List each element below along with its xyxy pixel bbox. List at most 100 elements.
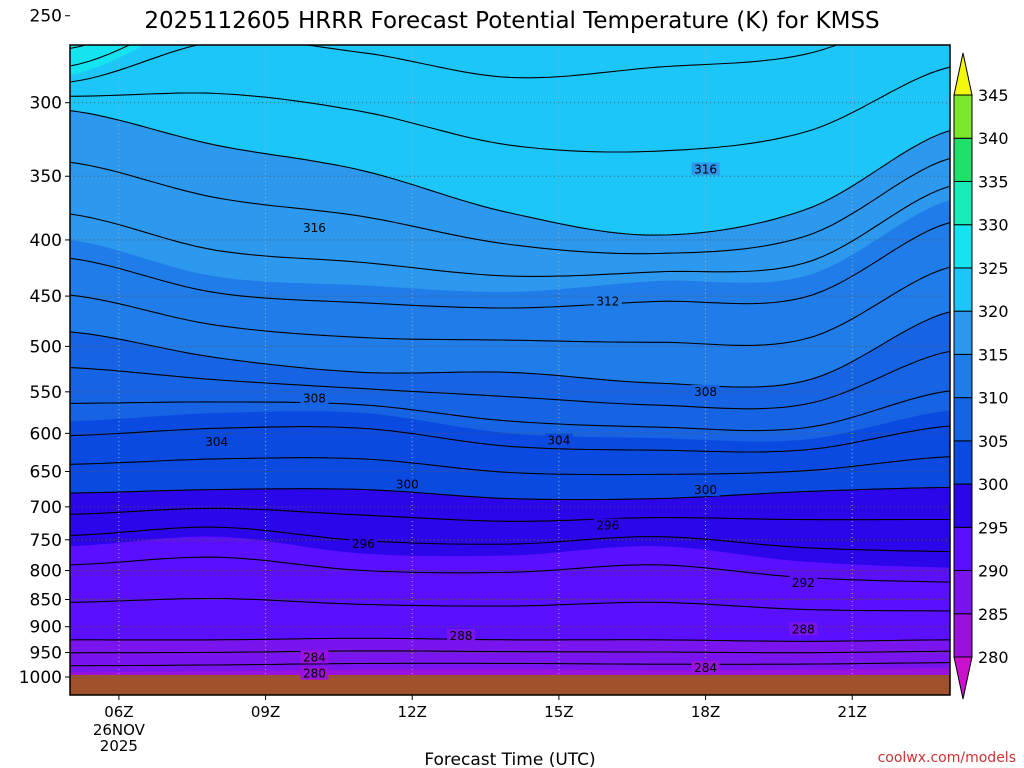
contour-label-bg <box>300 650 329 664</box>
contour-label-bg <box>393 477 422 491</box>
colorbar-tick-label: 300 <box>978 475 1009 494</box>
y-tick-label: 350 <box>30 167 62 187</box>
contour-314 <box>70 221 950 309</box>
contour-label: 280 <box>303 667 326 681</box>
x-tick-label: 06Z <box>104 703 133 721</box>
y-tick-label: 250 <box>30 7 62 27</box>
contour-306 <box>70 390 950 432</box>
colorbar-tick-label: 305 <box>978 432 1009 451</box>
contour-label-bg <box>691 162 720 176</box>
colorbar-tick-label: 345 <box>978 86 1009 105</box>
contour-label-bg <box>789 575 818 589</box>
contour-label-bg <box>544 433 573 447</box>
colorbar-top-arrow <box>953 52 973 96</box>
contour-308 <box>70 350 950 410</box>
colorbar-tick-label: 335 <box>978 172 1009 191</box>
colorbar-swatch-315 <box>953 310 973 355</box>
contour-label: 312 <box>596 294 619 308</box>
x-tick-label: 15Z <box>544 703 573 721</box>
contour-label-bg <box>202 435 231 449</box>
contour-label: 288 <box>792 622 815 636</box>
colorbar-swatch-310 <box>953 353 973 399</box>
contour-286 <box>70 662 950 667</box>
ground-strip <box>70 675 950 695</box>
contour-302 <box>70 456 950 476</box>
contour-label: 288 <box>450 629 473 643</box>
contour-label-bg <box>691 483 720 497</box>
contour-label: 308 <box>303 392 326 406</box>
colorbar-swatch-320 <box>953 267 973 312</box>
contour-label: 284 <box>303 651 326 665</box>
contour-label-bg <box>593 294 622 308</box>
contour-label-bg <box>789 622 818 636</box>
colorbar-swatch-330 <box>953 180 973 226</box>
colorbar-tick-label: 280 <box>978 648 1009 667</box>
y-tick-label: 550 <box>30 383 62 403</box>
colorbar-swatch-285 <box>953 570 973 615</box>
y-tick-label: 950 <box>30 644 62 664</box>
plot-frame <box>69 44 951 696</box>
contour-labels: 3403363243163163123083083043043003002962… <box>202 45 818 681</box>
colorbar-bottom-arrow <box>953 656 973 700</box>
x-tick-sublabel: 2025 <box>100 737 138 755</box>
contour-label-bg <box>691 384 720 398</box>
contour-label-bg <box>349 537 378 551</box>
colorbar-swatch-280 <box>953 613 973 658</box>
band-above-325 <box>70 45 145 75</box>
contour-label: 304 <box>547 433 570 447</box>
colorbar-tick-label: 325 <box>978 259 1009 278</box>
colorbar-tick-label: 295 <box>978 518 1009 537</box>
contour-324 <box>70 45 839 83</box>
y-tick-label: 650 <box>30 463 62 483</box>
colorbar-tick-label: 310 <box>978 389 1009 408</box>
colorbar-swatch-295 <box>953 483 973 528</box>
contour-label-bg <box>300 220 329 234</box>
colorbar-tick-label: 315 <box>978 345 1009 364</box>
contour-label: 304 <box>205 435 228 449</box>
contour-label: 296 <box>352 537 375 551</box>
band-above-320 <box>70 45 950 236</box>
x-tick-label: 18Z <box>691 703 720 721</box>
contour-290 <box>70 637 950 642</box>
colorbar-swatch-305 <box>953 397 973 442</box>
x-tick-label: 12Z <box>398 703 427 721</box>
contour-304 <box>70 425 950 453</box>
contour-label: 284 <box>694 661 717 675</box>
y-tick-label: 1000 <box>19 668 62 688</box>
x-tick-label: 21Z <box>838 703 867 721</box>
contour-320 <box>70 110 950 236</box>
contour-label-bg <box>691 660 720 674</box>
contour-label: 316 <box>303 221 326 235</box>
contour-298 <box>70 507 950 522</box>
y-tick-label: 400 <box>30 231 62 251</box>
contour-310 <box>70 311 950 388</box>
contour-label: 300 <box>694 483 717 497</box>
contour-318 <box>70 157 950 255</box>
y-tick-label: 600 <box>30 424 62 444</box>
chart-title: 2025112605 HRRR Forecast Potential Tempe… <box>144 8 879 34</box>
contour-332 <box>70 0 950 6</box>
contour-322 <box>70 66 950 153</box>
contour-label-bg <box>447 629 476 643</box>
contour-label: 292 <box>792 576 815 590</box>
y-tick-label: 750 <box>30 531 62 551</box>
y-tick-label: 500 <box>30 337 62 357</box>
colorbar-tick-label: 330 <box>978 216 1009 235</box>
y-tick-label: 700 <box>30 498 62 518</box>
colorbar-swatch-290 <box>953 526 973 572</box>
plot-area: 3403363243163163123083083043043003002962… <box>70 0 950 695</box>
contour-label-bg <box>300 391 329 405</box>
contour-label: 296 <box>596 519 619 533</box>
colorbar: 280 285 290 295 300 305 310 315 320 325 330 335 340 3… <box>953 52 1009 700</box>
contour-312 <box>70 266 950 346</box>
contour-292 <box>70 597 950 612</box>
y-tick-label: 800 <box>30 562 62 582</box>
contour-316 <box>70 185 950 277</box>
colorbar-swatch-340 <box>953 94 973 139</box>
colorbar-tick-label: 290 <box>978 562 1009 581</box>
y-tick-label: 450 <box>30 287 62 307</box>
ground-fill <box>70 675 950 695</box>
contour-label-bg <box>593 518 622 532</box>
